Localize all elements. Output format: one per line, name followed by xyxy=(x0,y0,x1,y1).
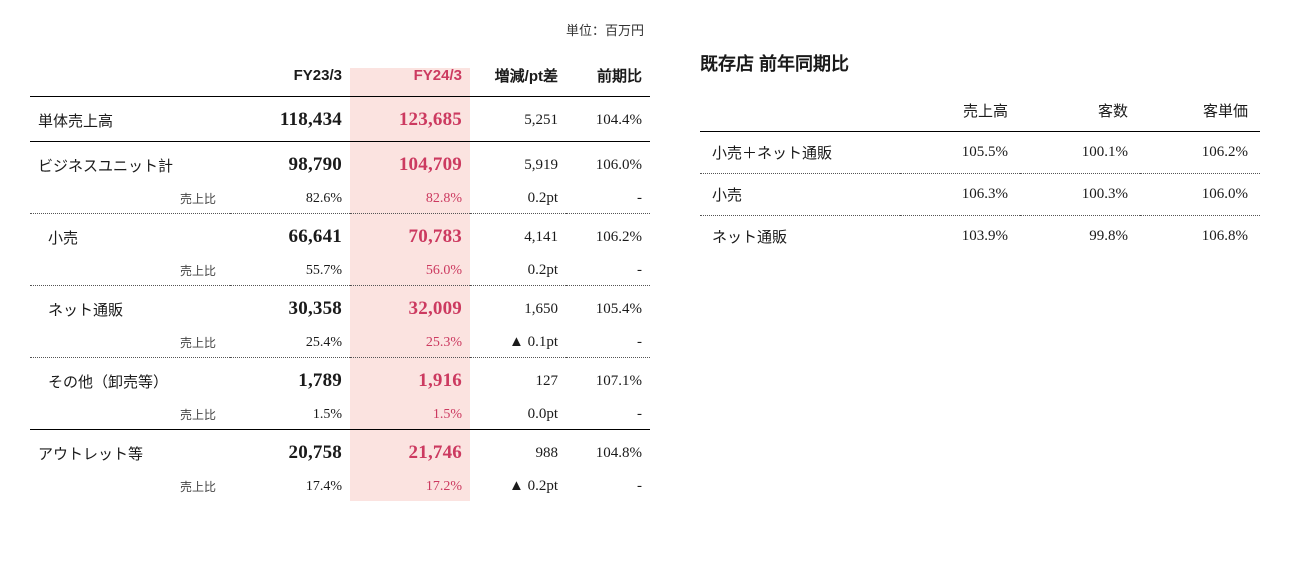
cell-diff: 5,919 xyxy=(470,142,566,187)
page-root: 単位：百万円 FY23/3 FY24/3 増減/pt差 前期比 単体売上高118… xyxy=(30,20,1269,501)
left-panel: 単位：百万円 FY23/3 FY24/3 増減/pt差 前期比 単体売上高118… xyxy=(30,20,650,501)
cell-yoy: 107.1% xyxy=(566,358,650,403)
ratio-fy24: 25.3% xyxy=(350,330,470,358)
cell-diff: 5,251 xyxy=(470,97,566,142)
cell-yoy: 104.8% xyxy=(566,430,650,475)
sales-table: FY23/3 FY24/3 増減/pt差 前期比 単体売上高118,434123… xyxy=(30,47,650,501)
table-row-ratio: 売上比25.4%25.3%▲ 0.1pt- xyxy=(30,330,650,358)
row-label: 単体売上高 xyxy=(30,97,230,142)
ratio-diff: ▲ 0.2pt xyxy=(470,474,566,501)
ex-col-customers: 客数 xyxy=(1020,90,1140,132)
ratio-diff: ▲ 0.1pt xyxy=(470,330,566,358)
cell-fy24: 123,685 xyxy=(350,97,470,142)
ratio-fy24: 82.8% xyxy=(350,186,470,214)
cell-fy23: 118,434 xyxy=(230,97,350,142)
ratio-fy24: 1.5% xyxy=(350,402,470,430)
ratio-diff: 0.0pt xyxy=(470,402,566,430)
col-fy24: FY24/3 xyxy=(350,47,470,97)
ratio-yoy: - xyxy=(566,258,650,286)
ratio-diff: 0.2pt xyxy=(470,258,566,286)
cell-fy24: 1,916 xyxy=(350,358,470,403)
ratio-yoy: - xyxy=(566,474,650,501)
cell-yoy: 106.0% xyxy=(566,142,650,187)
existing-store-header-row: 売上高 客数 客単価 xyxy=(700,90,1260,132)
ratio-label: 売上比 xyxy=(30,330,230,358)
table-row: その他（卸売等）1,7891,916127107.1% xyxy=(30,358,650,403)
ex-row-label: 小売 xyxy=(700,174,900,216)
cell-fy24: 32,009 xyxy=(350,286,470,331)
table-row-ratio: 売上比17.4%17.2%▲ 0.2pt- xyxy=(30,474,650,501)
cell-fy23: 20,758 xyxy=(230,430,350,475)
ratio-label: 売上比 xyxy=(30,258,230,286)
ratio-fy24: 17.2% xyxy=(350,474,470,501)
ex-cell-sales: 106.3% xyxy=(900,174,1020,216)
table-row-ratio: 売上比1.5%1.5%0.0pt- xyxy=(30,402,650,430)
table-row: 小売106.3%100.3%106.0% xyxy=(700,174,1260,216)
col-fy23: FY23/3 xyxy=(230,47,350,97)
ratio-label: 売上比 xyxy=(30,402,230,430)
row-label: 小売 xyxy=(30,214,230,259)
table-row: ネット通販103.9%99.8%106.8% xyxy=(700,216,1260,258)
cell-fy24: 104,709 xyxy=(350,142,470,187)
cell-fy23: 30,358 xyxy=(230,286,350,331)
table-row: 単体売上高118,434123,6855,251104.4% xyxy=(30,97,650,142)
ex-cell-customers: 100.1% xyxy=(1020,132,1140,174)
cell-fy23: 98,790 xyxy=(230,142,350,187)
ratio-yoy: - xyxy=(566,402,650,430)
row-label: その他（卸売等） xyxy=(30,358,230,403)
cell-yoy: 106.2% xyxy=(566,214,650,259)
cell-diff: 988 xyxy=(470,430,566,475)
ratio-fy24: 56.0% xyxy=(350,258,470,286)
existing-store-title: 既存店 前年同期比 xyxy=(700,50,1260,76)
cell-fy24: 21,746 xyxy=(350,430,470,475)
existing-store-table: 売上高 客数 客単価 小売＋ネット通販105.5%100.1%106.2%小売1… xyxy=(700,90,1260,257)
row-label: ネット通販 xyxy=(30,286,230,331)
right-panel: 既存店 前年同期比 売上高 客数 客単価 小売＋ネット通販105.5%100.1… xyxy=(700,20,1260,257)
col-label xyxy=(30,47,230,97)
cell-yoy: 104.4% xyxy=(566,97,650,142)
ex-cell-sales: 103.9% xyxy=(900,216,1020,258)
ex-cell-per-customer: 106.2% xyxy=(1140,132,1260,174)
table-row-ratio: 売上比55.7%56.0%0.2pt- xyxy=(30,258,650,286)
table-row-ratio: 売上比82.6%82.8%0.2pt- xyxy=(30,186,650,214)
ex-cell-sales: 105.5% xyxy=(900,132,1020,174)
ratio-label: 売上比 xyxy=(30,474,230,501)
ratio-yoy: - xyxy=(566,186,650,214)
table-row: 小売＋ネット通販105.5%100.1%106.2% xyxy=(700,132,1260,174)
row-label: アウトレット等 xyxy=(30,430,230,475)
ex-cell-per-customer: 106.8% xyxy=(1140,216,1260,258)
ratio-fy23: 82.6% xyxy=(230,186,350,214)
col-diff: 増減/pt差 xyxy=(470,47,566,97)
ex-col-label xyxy=(700,90,900,132)
ratio-fy23: 25.4% xyxy=(230,330,350,358)
ratio-fy23: 1.5% xyxy=(230,402,350,430)
cell-fy23: 1,789 xyxy=(230,358,350,403)
ex-col-per-customer: 客単価 xyxy=(1140,90,1260,132)
ex-col-sales: 売上高 xyxy=(900,90,1020,132)
table-row: ビジネスユニット計98,790104,7095,919106.0% xyxy=(30,142,650,187)
cell-yoy: 105.4% xyxy=(566,286,650,331)
ratio-diff: 0.2pt xyxy=(470,186,566,214)
col-yoy: 前期比 xyxy=(566,47,650,97)
sales-table-header-row: FY23/3 FY24/3 増減/pt差 前期比 xyxy=(30,47,650,97)
ex-cell-customers: 100.3% xyxy=(1020,174,1140,216)
table-row: 小売66,64170,7834,141106.2% xyxy=(30,214,650,259)
ratio-fy23: 17.4% xyxy=(230,474,350,501)
cell-diff: 4,141 xyxy=(470,214,566,259)
unit-note: 単位：百万円 xyxy=(30,20,650,47)
ratio-yoy: - xyxy=(566,330,650,358)
cell-diff: 1,650 xyxy=(470,286,566,331)
table-row: ネット通販30,35832,0091,650105.4% xyxy=(30,286,650,331)
ex-cell-customers: 99.8% xyxy=(1020,216,1140,258)
row-label: ビジネスユニット計 xyxy=(30,142,230,187)
ex-row-label: 小売＋ネット通販 xyxy=(700,132,900,174)
cell-fy23: 66,641 xyxy=(230,214,350,259)
ex-cell-per-customer: 106.0% xyxy=(1140,174,1260,216)
cell-diff: 127 xyxy=(470,358,566,403)
table-row: アウトレット等20,75821,746988104.8% xyxy=(30,430,650,475)
ex-row-label: ネット通販 xyxy=(700,216,900,258)
ratio-label: 売上比 xyxy=(30,186,230,214)
cell-fy24: 70,783 xyxy=(350,214,470,259)
ratio-fy23: 55.7% xyxy=(230,258,350,286)
